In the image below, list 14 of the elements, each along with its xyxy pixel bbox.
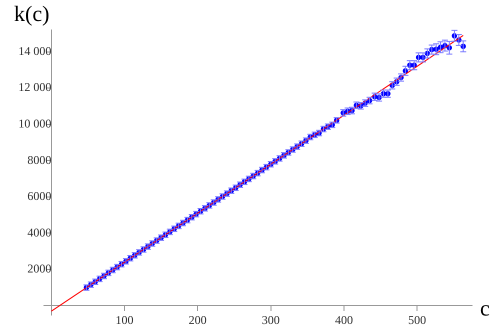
y-axis-title: k(c) bbox=[14, 0, 50, 26]
x-axis-title: c bbox=[480, 296, 490, 321]
y-tick-label: 2000 bbox=[27, 262, 52, 276]
y-tick-label: 14 000 bbox=[18, 44, 52, 58]
x-tick-label: 200 bbox=[188, 313, 207, 325]
y-tick-label: 10 000 bbox=[18, 116, 52, 130]
x-tick-label: 100 bbox=[115, 313, 134, 325]
x-tick-label: 400 bbox=[334, 313, 353, 325]
y-tick-label: 6000 bbox=[27, 189, 52, 204]
y-tick-label: 12 000 bbox=[18, 80, 52, 94]
x-tick-label: 500 bbox=[408, 313, 426, 325]
y-tick-label: 4000 bbox=[27, 225, 52, 240]
x-tick-label: 300 bbox=[262, 313, 280, 325]
y-tick-label: 8000 bbox=[27, 152, 52, 167]
